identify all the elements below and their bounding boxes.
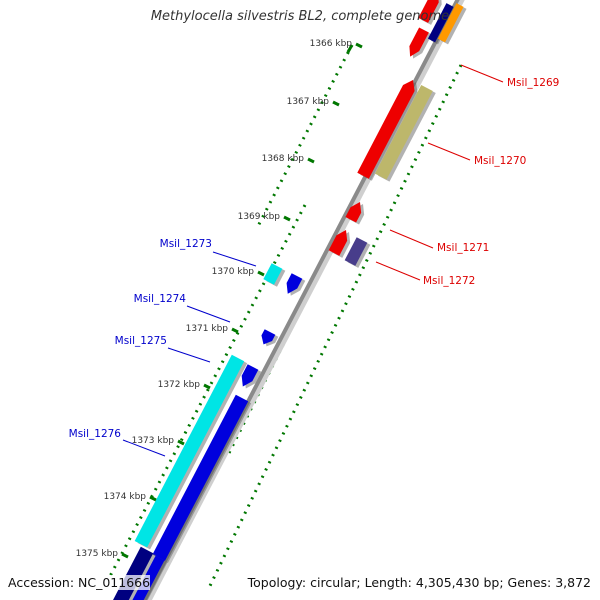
gene-msil-1273	[286, 273, 303, 294]
gene-navy-top	[427, 3, 454, 43]
gene-msil-1274	[261, 329, 276, 345]
accession-text: Accession: NC_011666	[8, 575, 151, 590]
gc-dot-tracks	[106, 44, 463, 591]
connector-msil-1272	[375, 261, 421, 281]
connector-msil-1275	[167, 347, 211, 363]
gene-label-reverse: Msil_1273	[160, 238, 212, 250]
tick-label: 1367 kbp	[287, 97, 330, 107]
gene-msil-1271-b	[328, 230, 348, 256]
tick-mark	[307, 157, 315, 164]
tick-mark	[177, 439, 185, 446]
gene-label-reverse: Msil_1276	[69, 428, 122, 440]
tick-mark	[355, 42, 363, 49]
tick-label: 1370 kbp	[212, 267, 255, 277]
gene-red-top-b	[409, 27, 429, 57]
gene-label-forward: Msil_1271	[437, 242, 489, 254]
tick-label: 1369 kbp	[238, 212, 281, 222]
connector-msil-1270	[427, 142, 471, 161]
genome-summary-value: Topology: circular; Length: 4,305,430 bp…	[247, 575, 591, 590]
tick-label: 1374 kbp	[104, 492, 147, 502]
connector-msil-1274	[186, 305, 231, 323]
tick-mark	[231, 327, 239, 334]
gene-label-forward: Msil_1270	[474, 155, 526, 167]
tick-mark	[332, 100, 340, 107]
connector-msil-1273	[212, 251, 257, 267]
tick-label: 1368 kbp	[262, 154, 305, 164]
gene-msil-1276-b	[152, 394, 249, 561]
genome-summary-text: Topology: circular; Length: 4,305,430 bp…	[247, 575, 591, 590]
gene-orange-top	[437, 3, 464, 43]
dot-track	[255, 44, 354, 229]
gene-label-forward: Msil_1272	[423, 275, 475, 287]
gene-label-forward: Msil_1269	[507, 77, 559, 89]
connector-msil-1271	[389, 229, 434, 249]
tick-label: 1373 kbp	[132, 436, 175, 446]
gene-msil-1275	[241, 364, 259, 387]
gene-red-top-a	[418, 0, 439, 23]
map-title: Methylocella silvestris BL2, complete ge…	[150, 9, 450, 24]
gene-msil-1276	[134, 354, 245, 548]
tick-mark	[257, 270, 265, 277]
gene-label-connectors	[122, 64, 504, 457]
gene-msil-1270	[374, 84, 433, 180]
tick-mark	[283, 215, 291, 222]
gene-label-reverse: Msil_1274	[134, 293, 187, 305]
tick-mark	[121, 552, 129, 559]
gene-msil-1273-a	[263, 263, 283, 285]
connector-msil-1276	[122, 439, 166, 457]
tick-label: 1366 kbp	[310, 39, 353, 49]
tick-mark	[149, 495, 157, 502]
tick-mark	[203, 383, 211, 390]
gene-features	[113, 0, 467, 600]
tick-label: 1371 kbp	[186, 324, 229, 334]
accession-value: Accession: NC_011666	[8, 575, 151, 590]
tick-label: 1372 kbp	[158, 380, 201, 390]
dot-track	[106, 204, 307, 581]
dot-track	[206, 64, 463, 591]
gene-msil-1269	[357, 80, 415, 179]
dot-track	[346, 44, 354, 53]
gene-label-reverse: Msil_1275	[115, 335, 167, 347]
text-labels: 1366 kbp 1367 kbp 1368 kbp 1369 kbp 1370 kbp…	[69, 39, 560, 559]
gene-msil-1272	[344, 237, 368, 266]
gene-msil-1271	[345, 202, 362, 223]
tick-label: 1375 kbp	[76, 549, 119, 559]
connector-msil-1269	[460, 64, 504, 83]
